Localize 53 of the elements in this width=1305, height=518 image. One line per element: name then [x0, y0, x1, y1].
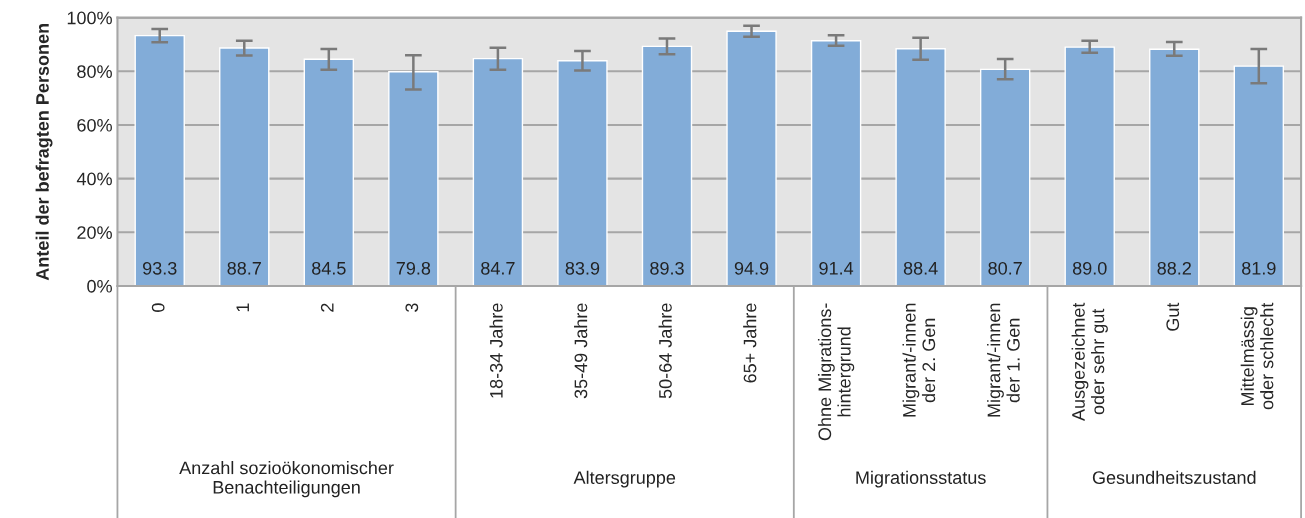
x-tick-label: Gut	[1166, 302, 1180, 331]
text: Altersgruppe	[573, 470, 676, 488]
data-label: 88.2	[1157, 261, 1191, 275]
bar	[810, 39, 862, 286]
data-label: 79.8	[396, 261, 431, 275]
x-tick-label: Mittelmässig oder schlecht	[1240, 302, 1274, 410]
bar	[134, 34, 185, 286]
x-tick-label: Ausgezeichnet oder sehr gut	[1071, 302, 1108, 421]
y-tick-label: 0%	[87, 279, 112, 293]
x-tick-label: 18-34 Jahre	[489, 303, 503, 398]
text: Migrationsstatus	[856, 470, 986, 488]
bar	[979, 68, 1031, 286]
y-axis-title: Anteil der befragten Personen	[35, 23, 53, 281]
bar	[557, 60, 608, 286]
bar	[1149, 48, 1200, 286]
y-tick-label: 60%	[77, 118, 112, 132]
bar	[472, 57, 524, 286]
bar	[1233, 65, 1285, 286]
data-label: 81.9	[1242, 261, 1276, 275]
x-tick-label: 65+ Jahre	[743, 303, 757, 383]
text: Gesundheitszustand	[1092, 470, 1256, 484]
text: Anzahl sozioökonomischer Benachteiligungen	[179, 461, 394, 498]
x-tick-label: 0	[151, 303, 165, 312]
data-label: 84.7	[481, 261, 515, 275]
data-label: 93.3	[143, 261, 177, 275]
x-tick-label: 35-49 Jahre	[574, 303, 588, 399]
data-label: 84.5	[312, 261, 346, 275]
data-label: 80.7	[988, 261, 1022, 275]
data-label: 94.9	[734, 261, 769, 275]
data-label: 89.0	[1072, 261, 1107, 275]
data-label: 88.7	[227, 261, 261, 275]
bar	[219, 47, 270, 286]
data-label: 91.4	[819, 261, 854, 275]
x-tick-label: 3	[405, 303, 419, 312]
x-tick-label: Migrant/-innen der 2. Gen	[902, 303, 936, 417]
x-tick-label: 2	[320, 303, 334, 312]
bar	[303, 58, 355, 286]
y-tick-label: 80%	[77, 65, 112, 78]
data-label: 83.9	[565, 261, 600, 275]
x-tick-label: Migrant/-innen der 1. Gen	[987, 303, 1020, 417]
data-label: 88.4	[903, 261, 938, 275]
x-tick-label: Ohne Migrations- hintergrund	[817, 303, 855, 441]
bar	[388, 71, 439, 286]
data-label: 89.3	[650, 261, 684, 275]
bar	[895, 48, 946, 286]
y-tick-label: 20%	[77, 226, 112, 239]
bar	[1064, 46, 1115, 286]
bar	[641, 45, 693, 286]
bar	[726, 30, 777, 286]
y-tick-label: 100%	[67, 11, 112, 25]
y-tick-label: 40%	[76, 172, 112, 186]
x-tick-label: 1	[236, 303, 249, 312]
x-tick-label: 50-64 Jahre	[658, 303, 672, 399]
